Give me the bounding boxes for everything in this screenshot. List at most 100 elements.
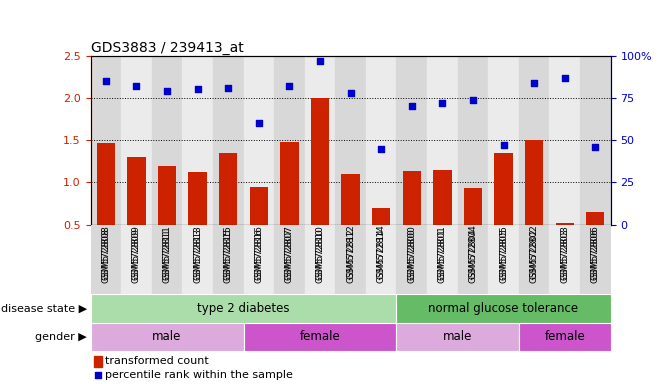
Bar bbox=[397, 225, 427, 294]
Bar bbox=[250, 187, 268, 267]
Bar bbox=[213, 225, 244, 294]
Bar bbox=[94, 356, 101, 367]
Bar bbox=[91, 323, 244, 351]
Text: disease state ▶: disease state ▶ bbox=[1, 303, 87, 313]
Bar bbox=[158, 166, 176, 267]
Text: GSM572811: GSM572811 bbox=[162, 225, 172, 280]
Text: GSM572808: GSM572808 bbox=[101, 225, 111, 280]
Bar bbox=[550, 56, 580, 225]
Bar bbox=[550, 225, 580, 294]
Bar bbox=[397, 294, 611, 323]
Text: GSM572802: GSM572802 bbox=[529, 228, 539, 283]
Bar bbox=[91, 225, 121, 294]
Point bbox=[407, 103, 417, 109]
Text: GSM572808: GSM572808 bbox=[101, 228, 111, 283]
Bar bbox=[311, 98, 329, 267]
Bar bbox=[152, 56, 183, 225]
Text: GSM572803: GSM572803 bbox=[560, 225, 569, 280]
Bar bbox=[127, 157, 146, 267]
Bar bbox=[183, 225, 213, 294]
Bar bbox=[397, 323, 519, 351]
Text: GSM572800: GSM572800 bbox=[407, 225, 416, 280]
Bar bbox=[397, 56, 427, 225]
Text: GSM572813: GSM572813 bbox=[193, 225, 202, 280]
Bar bbox=[366, 225, 397, 294]
Point bbox=[376, 146, 386, 152]
Bar bbox=[372, 208, 391, 267]
Text: GSM572804: GSM572804 bbox=[468, 228, 478, 283]
Text: GSM572810: GSM572810 bbox=[315, 225, 325, 280]
Bar bbox=[458, 56, 488, 225]
Text: GSM572805: GSM572805 bbox=[499, 225, 508, 280]
Text: GSM572815: GSM572815 bbox=[223, 228, 233, 283]
Point bbox=[590, 144, 601, 150]
Bar bbox=[519, 56, 550, 225]
Text: GSM572810: GSM572810 bbox=[315, 228, 325, 283]
Text: GSM572807: GSM572807 bbox=[285, 225, 294, 280]
Point bbox=[101, 78, 111, 84]
Text: GSM572816: GSM572816 bbox=[254, 225, 263, 280]
Bar bbox=[519, 225, 550, 294]
Text: transformed count: transformed count bbox=[105, 356, 209, 366]
Bar bbox=[280, 142, 299, 267]
Bar bbox=[458, 225, 488, 294]
Bar bbox=[305, 225, 336, 294]
Bar bbox=[121, 56, 152, 225]
Point bbox=[284, 83, 295, 89]
Bar bbox=[342, 174, 360, 267]
Bar bbox=[427, 56, 458, 225]
Text: GSM572809: GSM572809 bbox=[132, 225, 141, 280]
Text: GSM572812: GSM572812 bbox=[346, 228, 355, 283]
Bar bbox=[244, 225, 274, 294]
Text: GSM572814: GSM572814 bbox=[376, 225, 386, 280]
Bar bbox=[213, 56, 244, 225]
Bar bbox=[189, 172, 207, 267]
Text: GSM572803: GSM572803 bbox=[560, 228, 569, 283]
Text: GSM572809: GSM572809 bbox=[132, 228, 141, 283]
Bar bbox=[495, 153, 513, 267]
Text: percentile rank within the sample: percentile rank within the sample bbox=[105, 370, 293, 380]
Bar bbox=[274, 225, 305, 294]
Bar bbox=[433, 170, 452, 267]
Text: GSM572805: GSM572805 bbox=[499, 228, 508, 283]
Bar bbox=[525, 140, 544, 267]
Bar bbox=[91, 56, 121, 225]
Bar bbox=[366, 56, 397, 225]
Bar bbox=[121, 225, 152, 294]
Text: type 2 diabetes: type 2 diabetes bbox=[197, 302, 290, 314]
Text: GSM572812: GSM572812 bbox=[346, 225, 355, 280]
Text: GSM572806: GSM572806 bbox=[590, 228, 600, 283]
Point bbox=[437, 100, 448, 106]
Text: GSM572801: GSM572801 bbox=[438, 225, 447, 280]
Bar bbox=[152, 225, 183, 294]
Text: male: male bbox=[443, 331, 472, 343]
Text: GSM572802: GSM572802 bbox=[529, 225, 539, 280]
Bar bbox=[97, 143, 115, 267]
Text: female: female bbox=[300, 331, 340, 343]
Point bbox=[498, 142, 509, 148]
Bar bbox=[403, 171, 421, 267]
Point bbox=[162, 88, 172, 94]
Text: GSM572804: GSM572804 bbox=[468, 225, 478, 280]
Bar bbox=[183, 56, 213, 225]
Bar bbox=[336, 225, 366, 294]
Bar bbox=[91, 294, 397, 323]
Bar bbox=[219, 153, 238, 267]
Text: GSM572815: GSM572815 bbox=[223, 225, 233, 280]
Text: GSM572800: GSM572800 bbox=[407, 228, 416, 283]
Bar bbox=[274, 56, 305, 225]
Bar bbox=[488, 225, 519, 294]
Bar bbox=[556, 223, 574, 267]
Bar bbox=[580, 56, 611, 225]
Bar bbox=[336, 56, 366, 225]
Text: GSM572816: GSM572816 bbox=[254, 228, 263, 283]
Text: normal glucose tolerance: normal glucose tolerance bbox=[429, 302, 578, 314]
Bar bbox=[305, 56, 336, 225]
Text: GSM572807: GSM572807 bbox=[285, 228, 294, 283]
Point bbox=[529, 79, 539, 86]
Point bbox=[223, 85, 234, 91]
Text: female: female bbox=[544, 331, 585, 343]
Bar bbox=[519, 323, 611, 351]
Bar bbox=[464, 188, 482, 267]
Point bbox=[93, 372, 103, 378]
